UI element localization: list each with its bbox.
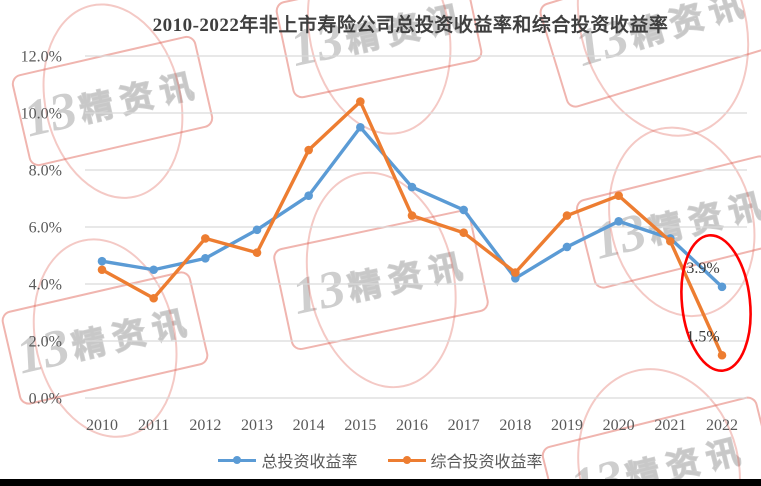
- y-axis-tick-label: 6.0%: [29, 220, 62, 237]
- data-point-marker: [407, 182, 417, 192]
- legend-item-total-return: 总投资收益率: [218, 448, 358, 472]
- x-axis-tick-label: 2011: [138, 417, 169, 434]
- bottom-border-bar: [0, 479, 761, 486]
- x-axis-tick-label: 2021: [654, 417, 686, 434]
- y-axis-tick-label: 2.0%: [29, 334, 62, 351]
- x-axis-tick-label: 2013: [241, 417, 273, 434]
- x-axis-tick-label: 2015: [344, 417, 376, 434]
- data-point-marker: [459, 228, 468, 237]
- x-axis-tick-label: 2016: [396, 417, 428, 434]
- x-axis-tick-label: 2014: [293, 417, 325, 434]
- x-axis-tick-label: 2019: [551, 417, 583, 434]
- data-point-marker: [459, 205, 468, 215]
- data-point-marker: [562, 242, 572, 252]
- series-line: [100, 125, 724, 289]
- data-point-marker: [252, 225, 262, 235]
- y-axis-tick-label: 10.0%: [21, 106, 62, 123]
- x-axis-tick-label: 2018: [499, 417, 531, 434]
- chart-legend: 总投资收益率 综合投资收益率: [0, 447, 761, 473]
- data-point-marker: [356, 122, 365, 132]
- data-point-marker: [614, 191, 623, 200]
- y-axis-tick-label: 0.0%: [29, 391, 62, 408]
- y-axis-tick-label: 4.0%: [29, 277, 62, 294]
- data-point-marker: [562, 211, 572, 220]
- data-point-marker: [717, 282, 727, 292]
- x-axis-tick-label: 2017: [448, 417, 480, 434]
- data-point-marker: [511, 268, 520, 277]
- series-line: [100, 99, 724, 357]
- data-label: 1.5%: [686, 328, 719, 345]
- data-point-marker: [252, 248, 262, 257]
- x-axis-tick-label: 2012: [189, 417, 221, 434]
- data-point-marker: [97, 265, 107, 275]
- legend-marker-comprehensive-icon: [387, 455, 426, 465]
- y-axis-tick-label: 12.0%: [21, 49, 62, 66]
- legend-marker-total-icon: [218, 455, 257, 465]
- legend-item-comprehensive-return: 综合投资收益率: [387, 448, 543, 472]
- data-point-marker: [356, 97, 365, 106]
- y-axis-tick-label: 8.0%: [29, 163, 62, 180]
- data-point-marker: [717, 350, 727, 360]
- chart-title: 2010-2022年非上市寿险公司总投资收益率和综合投资收益率: [152, 15, 669, 36]
- x-axis-tick-label: 2022: [706, 417, 738, 434]
- x-axis-tick-label: 2010: [86, 417, 118, 434]
- x-axis-tick-label: 2020: [603, 417, 635, 434]
- data-point-marker: [201, 234, 210, 243]
- data-point-marker: [97, 256, 107, 266]
- data-point-marker: [149, 265, 158, 275]
- legend-label-comprehensive: 综合投资收益率: [430, 454, 543, 471]
- data-point-marker: [149, 293, 158, 303]
- data-point-marker: [666, 236, 675, 246]
- data-label: 3.9%: [686, 260, 719, 277]
- data-point-marker: [304, 145, 313, 155]
- data-point-marker: [201, 254, 210, 263]
- data-point-marker: [407, 211, 417, 220]
- data-point-marker: [304, 191, 313, 200]
- legend-label-total: 总投资收益率: [261, 454, 358, 471]
- highlight-ellipse: [680, 233, 752, 373]
- data-point-marker: [614, 217, 623, 226]
